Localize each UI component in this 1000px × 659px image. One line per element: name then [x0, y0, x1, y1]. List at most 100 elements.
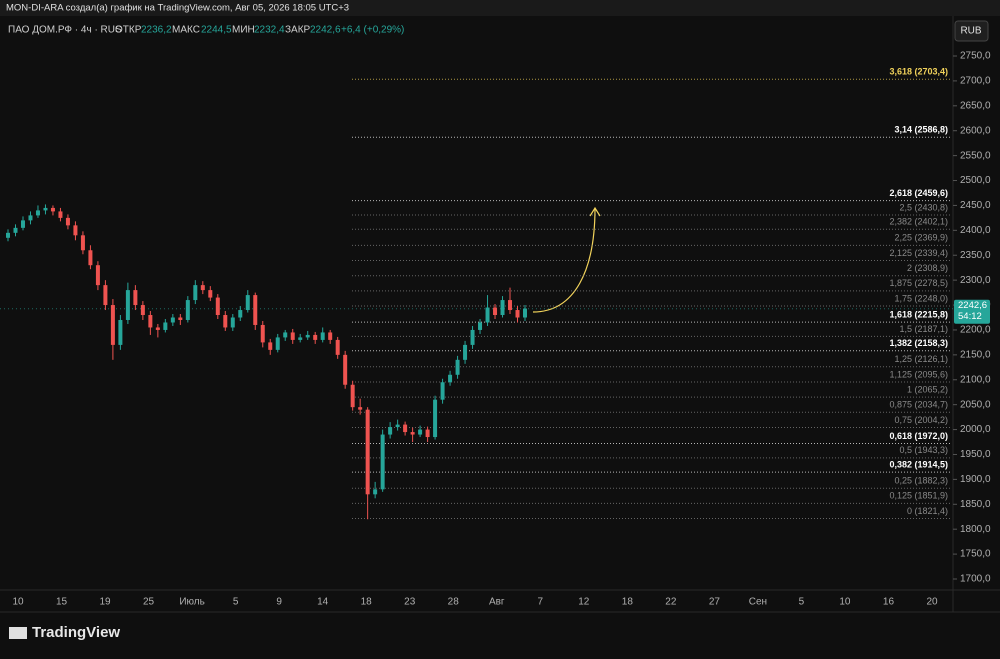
y-tick-label: 2600,0 [960, 125, 991, 136]
y-tick-label: 2150,0 [960, 349, 991, 360]
x-tick-label: 10 [12, 597, 24, 608]
candle-body [403, 424, 408, 433]
candle-body [125, 290, 130, 320]
symbol: ПАО ДОМ.РФ · 4ч · RUS [8, 25, 122, 36]
candle-body [13, 227, 18, 233]
fib-label: 3,618 (2703,4) [889, 67, 948, 77]
fib-label: 1 (2065,2) [907, 384, 948, 394]
open: 2236,2 [141, 25, 172, 36]
candle-body [463, 344, 468, 360]
fib-label: 0,5 (1943,3) [899, 445, 948, 455]
candle-body [298, 337, 303, 340]
candle-body [515, 310, 520, 318]
candle-body [155, 327, 160, 330]
candle-body [73, 225, 78, 236]
high-label: МАКС [172, 25, 200, 36]
candle-body [230, 317, 235, 328]
logo-icon [9, 627, 27, 639]
candle-body [283, 332, 288, 338]
fib-label: 0,125 (1851,9) [889, 491, 948, 501]
open-label: ОТКР [115, 25, 142, 36]
candle-body [238, 310, 243, 318]
candle-body [215, 297, 220, 316]
low: 2232,4 [254, 25, 285, 36]
x-tick-label: 10 [839, 597, 851, 608]
x-tick-label: 14 [317, 597, 329, 608]
candle-body [208, 290, 213, 298]
currency-button[interactable] [954, 20, 989, 42]
arrow-drawing [532, 207, 596, 313]
candle-body [380, 434, 385, 490]
y-tick-label: 2750,0 [960, 51, 991, 62]
candle-body [418, 429, 423, 435]
x-tick-label: 22 [665, 597, 677, 608]
fib-label: 2,25 (2369,9) [894, 233, 948, 243]
y-tick-label: 2300,0 [960, 275, 991, 286]
candle-body [268, 342, 273, 350]
candle-body [200, 285, 205, 291]
candle-body [373, 489, 378, 495]
candle-body [470, 329, 475, 345]
y-tick-label: 2050,0 [960, 399, 991, 410]
candle-body [388, 427, 393, 435]
x-tick-label: 19 [99, 597, 111, 608]
y-tick-label: 2350,0 [960, 250, 991, 261]
x-tick-label: 5 [799, 597, 805, 608]
x-tick-label: Авг [489, 597, 505, 608]
candle-body [65, 217, 70, 226]
x-tick-label: Сен [749, 597, 767, 608]
candle-body [133, 290, 138, 306]
candle-body [328, 332, 333, 340]
fib-label: 0,875 (2034,7) [889, 400, 948, 410]
x-tick-label: 15 [56, 597, 68, 608]
candle-body [103, 285, 108, 306]
fib-label: 1,125 (2095,6) [889, 369, 948, 379]
candle-body [118, 319, 123, 345]
candle-body [358, 407, 363, 410]
x-tick-label: 9 [276, 597, 282, 608]
fib-label: 1,875 (2278,5) [889, 278, 948, 288]
fib-label: 1,25 (2126,1) [894, 354, 948, 364]
candle-body [440, 382, 445, 400]
fib-label: 0,382 (1914,5) [889, 460, 948, 470]
y-tick-label: 2500,0 [960, 175, 991, 186]
fib-label: 2 (2308,9) [907, 263, 948, 273]
candle-body [410, 432, 415, 435]
fib-label: 1,382 (2158,3) [889, 338, 948, 348]
fib-label: 2,382 (2402,1) [889, 217, 948, 227]
y-tick-label: 2550,0 [960, 150, 991, 161]
candle-body [20, 220, 25, 228]
fib-label: 1,75 (2248,0) [894, 293, 948, 303]
candle-body [275, 337, 280, 350]
candle-body [350, 384, 355, 408]
candle-body [305, 334, 310, 338]
fib-label: 2,618 (2459,6) [889, 188, 948, 198]
candle-body [163, 322, 168, 330]
y-tick-label: 1950,0 [960, 449, 991, 460]
candle-body [50, 207, 55, 212]
candle-body [425, 429, 430, 438]
y-tick-label: 2450,0 [960, 200, 991, 211]
candle-body [185, 300, 190, 320]
candle-body [335, 339, 340, 355]
candle-body [343, 354, 348, 385]
candle-body [193, 285, 198, 301]
candle-body [253, 295, 258, 325]
credit: MON-DI-ARA создал(а) график на TradingVi… [6, 3, 349, 14]
candle-body [455, 359, 460, 375]
x-tick-label: 16 [883, 597, 895, 608]
x-tick-label: 12 [578, 597, 590, 608]
low-label: МИН [232, 25, 255, 36]
fib-label: 3,14 (2586,8) [894, 125, 948, 135]
logo: TradingView [32, 624, 120, 641]
candle-body [433, 399, 438, 438]
currency[interactable]: RUB [960, 26, 981, 37]
y-tick-label: 1700,0 [960, 574, 991, 585]
candle-body [448, 374, 453, 383]
candle-body [320, 332, 325, 340]
x-tick-label: 18 [622, 597, 634, 608]
candle-body [43, 207, 48, 211]
timer: 54:12 [958, 311, 982, 322]
